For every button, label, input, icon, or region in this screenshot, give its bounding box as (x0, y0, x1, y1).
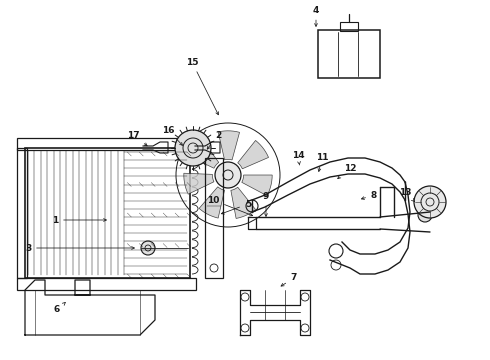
Text: 12: 12 (338, 163, 356, 179)
Polygon shape (218, 131, 240, 160)
Polygon shape (199, 187, 224, 218)
Bar (318, 30, 380, 78)
Text: 13: 13 (399, 188, 415, 202)
Bar (205, 158, 223, 278)
Text: 1: 1 (52, 216, 106, 225)
Circle shape (414, 186, 446, 218)
Text: 3: 3 (25, 243, 134, 252)
Text: 10: 10 (207, 195, 253, 216)
Text: 7: 7 (281, 274, 297, 286)
Text: 14: 14 (292, 150, 304, 165)
Bar (340, 22, 358, 31)
Text: 9: 9 (263, 192, 269, 216)
Circle shape (418, 208, 432, 222)
Polygon shape (188, 139, 219, 168)
Text: 8: 8 (362, 190, 377, 199)
Text: 16: 16 (162, 126, 182, 145)
Circle shape (175, 130, 211, 166)
Text: 2: 2 (207, 131, 221, 149)
Text: 4: 4 (313, 5, 319, 26)
Bar (17, 148, 27, 278)
Polygon shape (184, 173, 214, 194)
Text: 11: 11 (316, 153, 328, 171)
Bar (17, 278, 196, 290)
Polygon shape (238, 140, 269, 169)
Polygon shape (231, 187, 256, 219)
Circle shape (215, 162, 241, 188)
Text: 17: 17 (127, 131, 147, 146)
Circle shape (141, 241, 155, 255)
Text: 15: 15 (186, 58, 219, 115)
Bar (17, 138, 196, 150)
Text: 5: 5 (221, 199, 251, 214)
Polygon shape (242, 175, 272, 196)
Bar (25, 148, 190, 278)
Text: 6: 6 (54, 302, 65, 315)
